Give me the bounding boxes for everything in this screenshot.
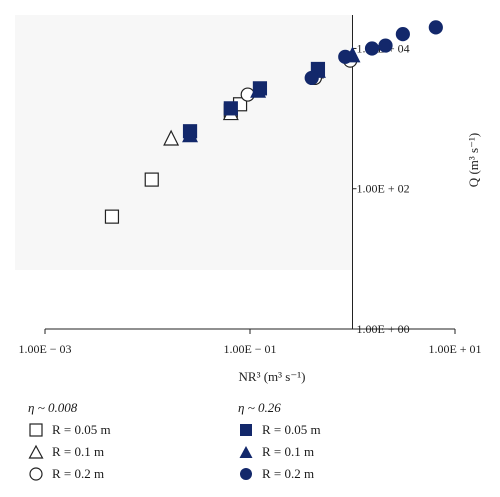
legend-item: R = 0.05 m xyxy=(28,419,111,441)
filled-triangle-icon xyxy=(239,446,253,458)
x-tick-label: 1.00E − 01 xyxy=(223,342,276,356)
legend-label: R = 0.1 m xyxy=(52,444,105,459)
legend-item: R = 0.1 m xyxy=(238,441,321,463)
legend-item: R = 0.1 m xyxy=(28,441,111,463)
legend-item: R = 0.2 m xyxy=(238,463,321,485)
legend-title-open: η ~ 0.008 xyxy=(28,400,78,415)
chart-canvas: 1.00E − 03 1.00E − 01 1.00E + 01 1.00E + 00… xyxy=(15,15,482,384)
legend-item: R = 0.2 m xyxy=(28,463,111,485)
filled-circle-point xyxy=(338,49,353,64)
open-square-point xyxy=(104,209,120,224)
filled-square-icon xyxy=(240,424,252,436)
open-square-point xyxy=(144,172,159,187)
x-axis-label: NR³ (m³ s⁻¹) xyxy=(239,369,306,384)
open-triangle-point xyxy=(163,129,180,146)
legend-title-filled: η ~ 0.26 xyxy=(238,400,281,415)
x-tick-label: 1.00E + 01 xyxy=(428,342,481,356)
plot-background xyxy=(15,15,353,270)
filled-triangle-point xyxy=(250,81,267,98)
legend-open: η ~ 0.008 R = 0.05 m R = 0.1 m R = 0.2 m xyxy=(28,397,111,485)
y-tick-label: 1.00E + 02 xyxy=(357,182,410,196)
legend-label: R = 0.05 m xyxy=(52,422,111,437)
legend-label: R = 0.2 m xyxy=(262,466,315,481)
filled-triangle-point xyxy=(182,126,199,143)
filled-circle-point xyxy=(364,41,380,56)
x-tick-label: 1.00E − 03 xyxy=(18,342,71,356)
legend-label: R = 0.05 m xyxy=(262,422,321,437)
open-circle-icon xyxy=(29,467,43,481)
filled-circle-point xyxy=(378,38,393,53)
legend-label: R = 0.1 m xyxy=(262,444,315,459)
filled-circle-point xyxy=(304,70,319,86)
open-triangle-icon xyxy=(28,444,44,459)
legend-label: R = 0.2 m xyxy=(52,466,105,481)
open-square-icon xyxy=(29,423,43,437)
legend-item: R = 0.05 m xyxy=(238,419,321,441)
filled-circle-point xyxy=(428,20,443,35)
filled-square-point xyxy=(223,101,238,116)
filled-circle-point xyxy=(395,27,410,42)
chart-points xyxy=(104,20,443,224)
legend-filled: η ~ 0.26 R = 0.05 m R = 0.1 m R = 0.2 m xyxy=(238,397,321,485)
filled-circle-icon xyxy=(240,468,252,480)
chart-axes: 1.00E − 03 1.00E − 01 1.00E + 01 1.00E + 00… xyxy=(15,15,482,356)
y-axis-label: Q (m³ s⁻¹) xyxy=(466,133,481,187)
y-tick-label: 1.00E + 00 xyxy=(357,322,410,336)
